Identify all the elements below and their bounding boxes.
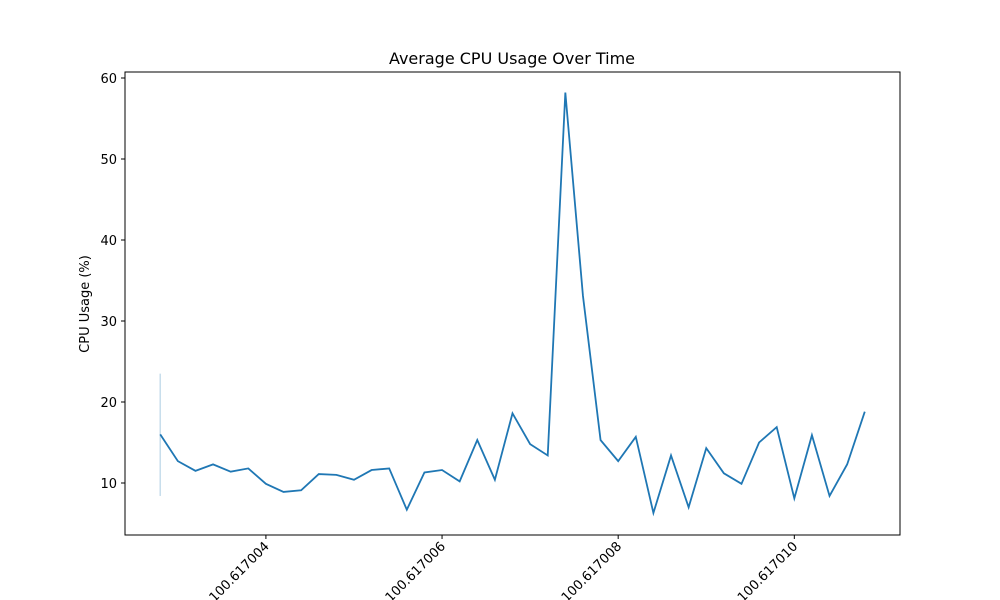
y-tick-label: 20 [100,396,117,411]
line [159,92,866,517]
x-tick-label: 100.617006 [383,539,449,600]
chart-title: Average CPU Usage Over Time [389,49,635,68]
plot-frame [124,71,901,536]
y-tick-label: 60 [100,72,117,87]
y-tick-label: 30 [100,315,117,330]
y-tick-label: 40 [100,234,117,249]
x-tick-label: 100.617004 [207,539,273,600]
x-tick-label: 100.617010 [735,539,801,600]
y-tick-label: 10 [100,477,117,492]
y-tick-label: 50 [100,153,117,168]
x-tick-label: 100.617008 [559,539,625,600]
y-axis-label: CPU Usage (%) [78,255,93,353]
